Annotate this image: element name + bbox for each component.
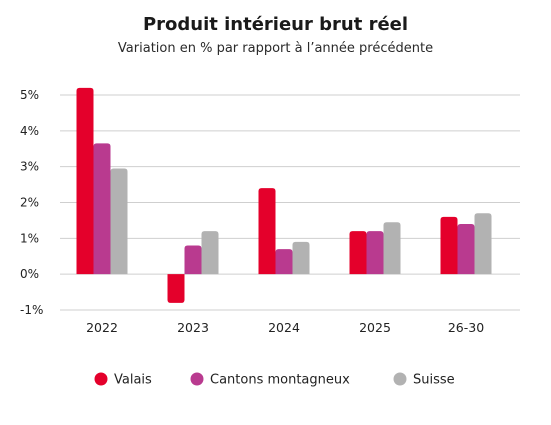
bars [76, 87, 492, 303]
bar-cantons-montagneux-2023 [184, 245, 202, 275]
legend-marker [393, 372, 407, 386]
x-tick-label: 2025 [359, 320, 391, 335]
bar-suisse-2023 [201, 231, 219, 275]
legend-item-cantons-montagneux: Cantons montagneux [190, 372, 350, 388]
legend-item-suisse: Suisse [393, 372, 455, 388]
legend-marker [190, 372, 204, 386]
y-tick-label: 2% [20, 196, 39, 210]
y-tick-label: 0% [20, 267, 39, 281]
y-tick-label: 1% [20, 231, 39, 245]
bar-cantons-montagneux-2022 [93, 143, 111, 275]
bar-valais-2023 [167, 274, 185, 303]
y-axis-ticks: -1% 0% 1% 2% 3% 4% 5% [20, 88, 43, 317]
bar-cantons-montagneux-2025 [366, 231, 384, 275]
x-tick-label: 2022 [86, 320, 118, 335]
bar-valais-2022 [76, 87, 94, 275]
y-tick-label: 4% [20, 124, 39, 138]
chart-title: Produit intérieur brut réel [143, 14, 408, 35]
gridlines [60, 94, 520, 311]
y-tick-label: -1% [20, 303, 43, 317]
bar-suisse-2022 [110, 168, 128, 275]
legend-label: Suisse [413, 373, 455, 388]
legend-label: Cantons montagneux [210, 373, 350, 388]
legend-marker [94, 372, 108, 386]
x-tick-label: 2024 [268, 320, 300, 335]
bar-valais-2025 [349, 231, 367, 275]
x-tick-label: 2023 [177, 320, 209, 335]
y-tick-label: 3% [20, 160, 39, 174]
x-axis-ticks: 2022 2023 2024 2025 26-30 [86, 320, 484, 335]
bar-suisse-26-30 [474, 213, 492, 275]
x-tick-label: 26-30 [448, 320, 484, 335]
bar-suisse-2025 [383, 222, 401, 275]
legend: Valais Cantons montagneux Suisse [94, 372, 455, 388]
bar-cantons-montagneux-2024 [275, 249, 293, 275]
chart-subtitle: Variation en % par rapport à l’année pré… [118, 41, 433, 56]
legend-item-valais: Valais [94, 372, 152, 388]
bar-valais-26-30 [440, 216, 458, 275]
bar-valais-2024 [258, 188, 276, 275]
bar-suisse-2024 [292, 241, 310, 275]
bar-cantons-montagneux-26-30 [457, 224, 475, 275]
y-tick-label: 5% [20, 88, 39, 102]
legend-label: Valais [114, 373, 152, 388]
